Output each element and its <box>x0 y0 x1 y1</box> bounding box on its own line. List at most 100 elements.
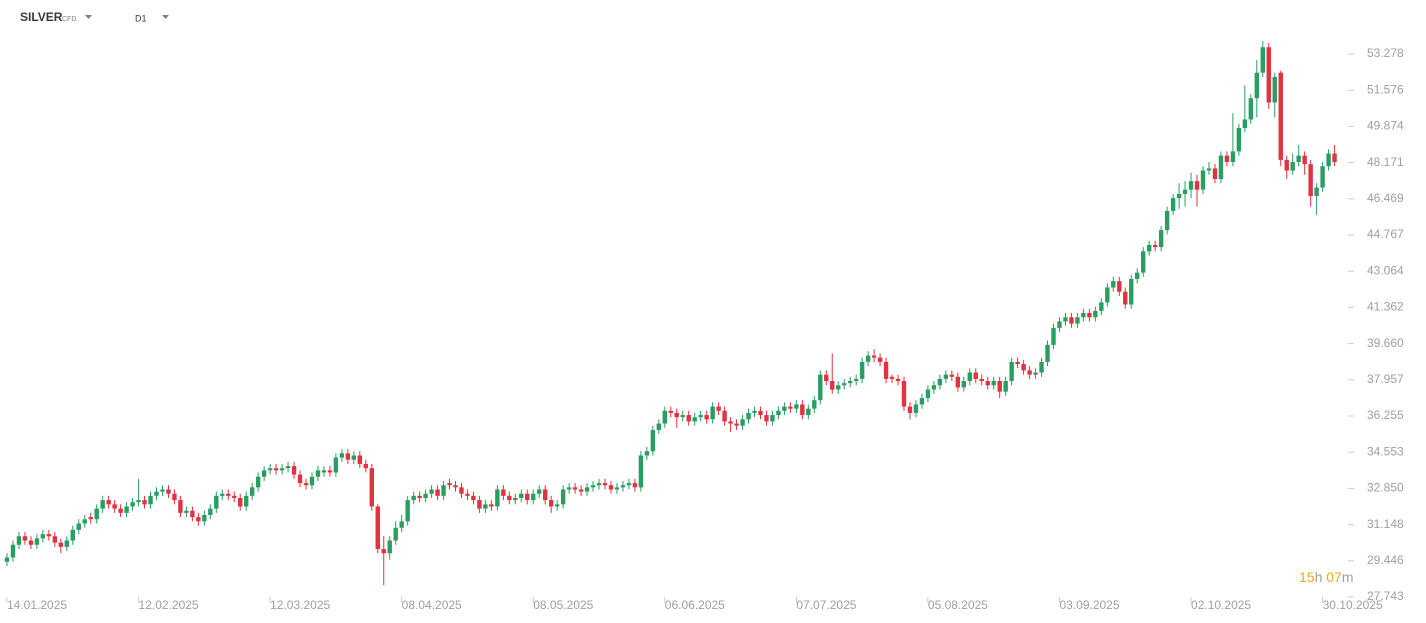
candle-body <box>297 474 303 484</box>
candle-body <box>859 361 865 379</box>
x-tick-label: 14.01.2025 <box>7 598 67 612</box>
candle-body <box>34 538 40 545</box>
candle-body <box>513 497 518 501</box>
candle-body <box>1129 278 1134 305</box>
candle-body <box>1111 281 1116 288</box>
candle-body <box>375 506 380 550</box>
y-tick-label: 37.957 <box>1367 372 1404 386</box>
candle-body <box>1009 361 1014 382</box>
candle-body <box>543 489 548 501</box>
candle-body <box>734 423 739 426</box>
symbol-dropdown[interactable] <box>85 15 92 19</box>
candle-body <box>1057 321 1062 328</box>
candle-body <box>1248 98 1254 120</box>
candle-body <box>1099 302 1104 311</box>
countdown-hours-unit: h <box>1315 569 1323 585</box>
candle-body <box>501 489 506 496</box>
candle-body <box>770 415 775 422</box>
candle-body <box>620 485 626 488</box>
candle-body <box>1332 153 1337 163</box>
y-tick-label: 49.874 <box>1367 119 1404 133</box>
candle-body <box>800 404 805 416</box>
candle-body <box>722 410 727 422</box>
candle-body <box>208 508 213 515</box>
candle-body <box>519 493 524 498</box>
candle-body <box>507 495 512 501</box>
candle-body <box>919 398 925 405</box>
candle-body <box>662 410 667 424</box>
candle-body <box>1260 47 1265 73</box>
candle-body <box>447 483 452 486</box>
candle-body <box>590 485 596 488</box>
candle-body <box>267 468 273 471</box>
y-tick-label: 46.469 <box>1367 191 1404 205</box>
candle-body <box>602 483 608 486</box>
candle-body <box>1308 164 1313 197</box>
candle-body <box>1290 162 1295 171</box>
countdown: 15h 07m <box>1299 569 1354 585</box>
candle-body <box>465 493 470 496</box>
candle-body <box>997 381 1002 392</box>
candle-body <box>489 504 494 507</box>
x-tick-label: 30.10.2025 <box>1323 598 1383 612</box>
candle-body <box>710 406 715 420</box>
candle-body <box>554 504 560 507</box>
candle-body <box>973 372 978 379</box>
symbol[interactable]: SILVER <box>20 10 63 24</box>
timeframe[interactable]: D1 <box>135 13 147 23</box>
candle-body <box>52 536 58 543</box>
candle-body <box>943 374 949 379</box>
candle-body <box>1320 166 1325 188</box>
y-tick-label: 44.767 <box>1367 227 1404 241</box>
candle-body <box>1236 128 1242 152</box>
candle-body <box>184 510 189 513</box>
candle-body <box>1164 210 1170 231</box>
candle-body <box>704 415 709 420</box>
candle-body <box>441 485 446 496</box>
candle-body <box>1146 244 1152 252</box>
candle-body <box>429 489 434 494</box>
candle-body <box>244 495 249 507</box>
candle-body <box>578 489 584 492</box>
candle-body <box>226 493 231 496</box>
timeframe-dropdown[interactable] <box>162 15 169 19</box>
y-tick-label: 29.446 <box>1367 553 1404 567</box>
candle-body <box>238 497 243 507</box>
candle-body <box>22 536 28 541</box>
y-tick-label: 39.660 <box>1367 336 1404 350</box>
candle-body <box>291 466 297 475</box>
candle-body <box>333 457 339 473</box>
candle-body <box>285 466 291 469</box>
candle-body <box>196 517 201 522</box>
candle-body <box>1194 181 1200 190</box>
candle-body <box>1302 155 1307 165</box>
countdown-minutes: 07 <box>1326 569 1342 585</box>
countdown-hours: 15 <box>1299 569 1315 585</box>
candle-body <box>626 483 632 486</box>
candle-body <box>1254 72 1260 99</box>
candle-body <box>393 527 398 541</box>
candle-body <box>985 381 990 386</box>
candle-body <box>1218 155 1224 180</box>
candle-body <box>572 487 578 490</box>
candle-body <box>453 485 458 488</box>
candle-body <box>925 389 931 399</box>
y-tick-label: 41.362 <box>1367 300 1404 314</box>
candle-body <box>136 500 141 503</box>
candle-body <box>1093 310 1098 318</box>
y-tick-label: 27.743 <box>1367 589 1404 603</box>
candle-body <box>399 521 404 528</box>
candle-body <box>88 517 93 520</box>
instrument-type: CFD <box>62 16 76 23</box>
candle-body <box>1314 187 1319 197</box>
candle-body <box>10 544 16 558</box>
candle-body <box>812 400 817 409</box>
candle-body <box>100 500 105 509</box>
y-tick-label: 53.278 <box>1367 46 1404 60</box>
candle-body <box>525 493 530 501</box>
x-tick-label: 02.10.2025 <box>1191 598 1251 612</box>
candle-body <box>680 415 685 418</box>
candle-body <box>1158 230 1164 248</box>
candle-body <box>363 463 368 469</box>
y-tick-label: 36.255 <box>1367 408 1404 422</box>
